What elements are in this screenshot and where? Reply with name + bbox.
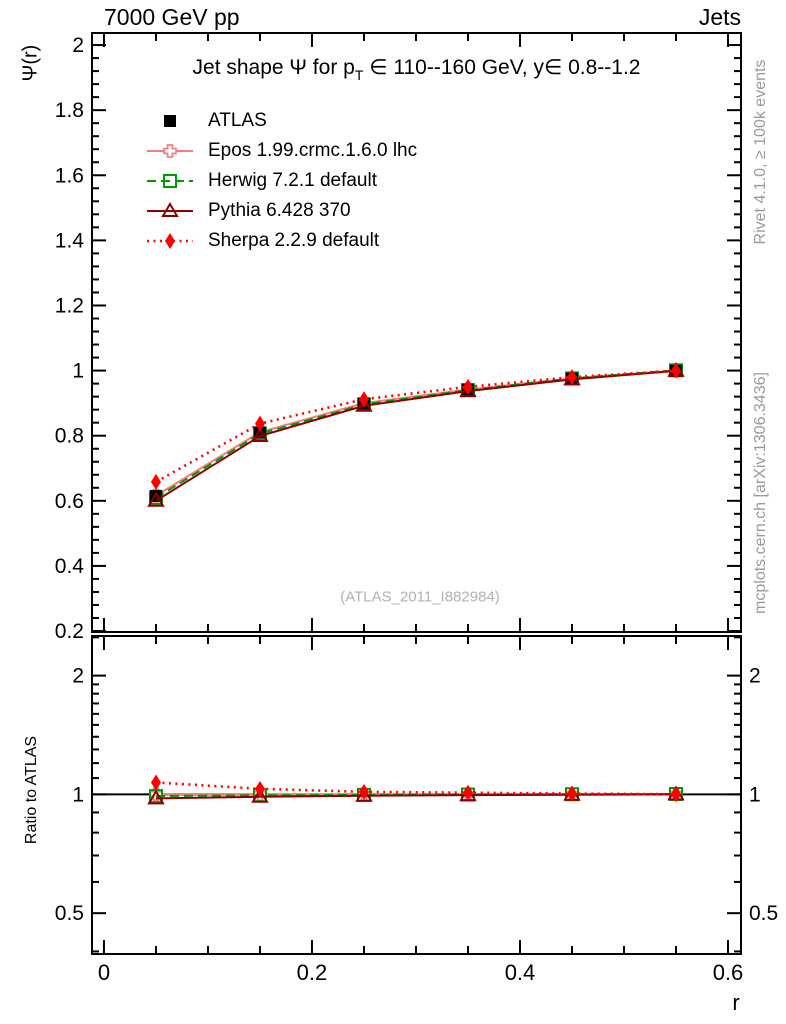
plot-title: Jet shape Ψ for pT ∈ 110--160 GeV, y∈ 0.… — [92, 55, 741, 83]
marker-filled-diamond — [358, 391, 369, 408]
marker-open-triangle — [355, 786, 373, 802]
xtick-label: 0.2 — [297, 960, 328, 985]
legend-label: Epos 1.99.crmc.1.6.0 lhc — [208, 140, 418, 161]
marker-open-triangle — [147, 789, 165, 805]
marker-open-triangle — [161, 202, 179, 217]
ratio-ytick-label-left: 2 — [72, 665, 84, 688]
series-line — [155, 369, 677, 484]
marker-open-triangle — [251, 787, 269, 803]
main-ytick-label: 0.8 — [55, 425, 84, 448]
main-panel: 0.2 0.4 0.6 0.8 1 1.2 1.4 1.6 1.8 2 — [55, 32, 742, 643]
legend-item-epos: Epos 1.99.crmc.1.6.0 lhc — [146, 136, 417, 166]
marker-filled-square — [253, 426, 266, 439]
xtick-label: 0.4 — [505, 960, 536, 985]
header-beam-energy: 7000 GeV pp — [104, 4, 240, 30]
y-axis-title-main: Ψ(r) — [19, 44, 42, 82]
marker-filled-diamond — [670, 786, 681, 803]
main-ytick-label: 0.2 — [55, 620, 84, 643]
y-axis-title-ratio: Ratio to ATLAS — [23, 735, 40, 845]
ratio-panel: 0.5 0.5 1 1 2 2 0 0.2 0.4 0.6 — [55, 635, 778, 985]
legend-item-pythia: Pythia 6.428 370 — [146, 196, 417, 226]
legend-marker-filled-square — [164, 115, 176, 127]
marker-filled-diamond — [358, 783, 369, 800]
marker-filled-diamond — [462, 784, 473, 801]
mcplots-credit-note: mcplots.cern.ch [arXiv:1306.3436] — [752, 372, 769, 614]
xtick-label: 0.6 — [713, 960, 744, 985]
legend-label: Herwig 7.2.1 default — [208, 170, 377, 191]
rivet-version-note: Rivet 4.1.0, ≥ 100k events — [752, 59, 769, 245]
main-ytick-label: 1 — [72, 360, 84, 383]
main-ytick-label: 0.6 — [55, 490, 84, 513]
marker-open-triangle — [251, 427, 269, 443]
main-ytick-label: 1.6 — [55, 164, 84, 187]
marker-filled-diamond — [150, 473, 161, 490]
legend-label: ATLAS — [208, 110, 267, 131]
marker-open-square — [163, 174, 177, 188]
series-line — [155, 781, 677, 796]
marker-filled-diamond — [165, 233, 175, 249]
marker-filled-diamond — [566, 369, 577, 386]
legend-label: Sherpa 2.2.9 default — [208, 230, 380, 251]
main-ytick-label: 1.8 — [55, 99, 84, 122]
main-ytick-label: 1.2 — [55, 294, 84, 317]
legend-marker-open-cross — [147, 144, 193, 158]
marker-filled-square — [164, 115, 176, 127]
legend-marker-open-square — [147, 174, 193, 188]
main-ytick-label: 1.4 — [55, 229, 85, 252]
plot-title-part-2: ∈ 110--160 GeV, y∈ 0.8--1.2 — [363, 56, 641, 79]
marker-filled-diamond — [566, 785, 577, 802]
legend-item-atlas: ATLAS — [146, 106, 417, 136]
plot-title-part-1: T — [354, 67, 364, 83]
analysis-id-watermark: (ATLAS_2011_I882984) — [340, 588, 500, 606]
ratio-ytick-label-right: 2 — [749, 665, 761, 688]
ratio-ytick-label-left: 1 — [72, 783, 84, 806]
legend-label: Pythia 6.428 370 — [208, 200, 351, 221]
legend: ATLAS Epos 1.99.crmc.1.6.0 lhc Herwig 7.2.… — [146, 106, 417, 256]
legend-marker-filled-diamond — [147, 233, 193, 249]
marker-open-triangle — [459, 382, 477, 398]
main-ytick-label: 2 — [72, 34, 84, 57]
x-axis-title: r — [732, 990, 740, 1015]
marker-open-triangle — [355, 396, 373, 412]
plot-title-part-0: Jet shape Ψ for p — [192, 56, 355, 79]
series-line — [155, 369, 677, 502]
legend-item-herwig: Herwig 7.2.1 default — [146, 166, 417, 196]
ratio-ytick-label-left: 0.5 — [55, 902, 84, 925]
marker-filled-diamond — [150, 774, 161, 791]
header-analysis-group: Jets — [698, 4, 741, 30]
marker-filled-diamond — [254, 415, 265, 432]
legend-marker-open-triangle — [147, 202, 193, 217]
xtick-label: 0 — [98, 960, 110, 985]
ratio-ytick-label-right: 1 — [749, 783, 761, 806]
series-line — [155, 793, 676, 800]
ratio-ytick-label-right: 0.5 — [749, 902, 778, 925]
marker-filled-diamond — [254, 780, 265, 797]
marker-open-triangle — [147, 491, 165, 507]
main-ytick-label: 0.4 — [55, 555, 85, 578]
series-line — [155, 369, 677, 499]
marker-filled-diamond — [670, 362, 681, 379]
marker-filled-diamond — [462, 378, 473, 395]
series-line — [155, 369, 677, 497]
marker-open-cross — [163, 144, 177, 158]
legend-item-sherpa: Sherpa 2.2.9 default — [146, 226, 417, 256]
